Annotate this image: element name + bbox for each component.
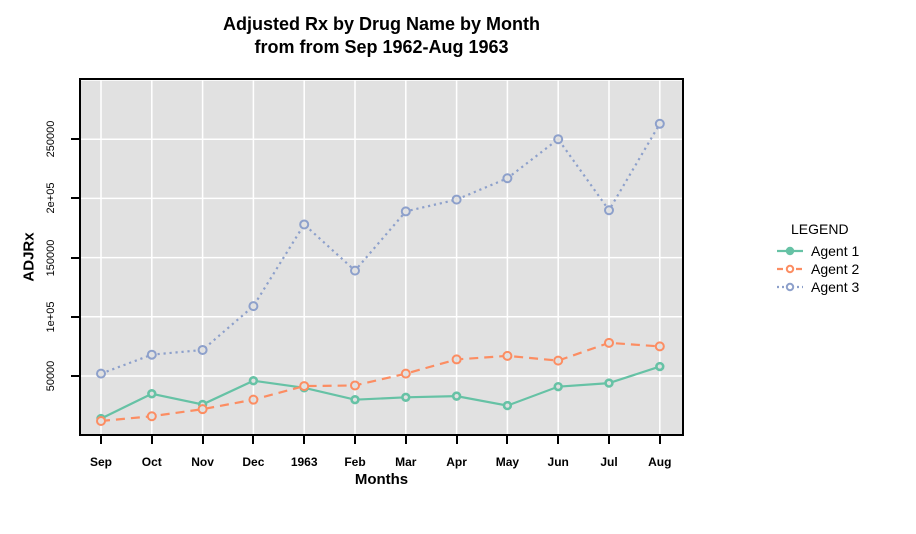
y-axis-tick [71, 197, 79, 200]
plot-panel [79, 78, 684, 436]
x-axis-tick [303, 436, 306, 444]
data-point-agent-2 [248, 394, 259, 405]
data-point-agent-1 [401, 392, 411, 403]
data-point-agent-1 [502, 400, 513, 411]
x-axis-tick [608, 436, 610, 444]
y-axis-tick [71, 375, 79, 377]
data-point-agent-3 [96, 368, 106, 379]
x-axis-tick-label: 1963 [290, 455, 318, 469]
x-axis-tick [506, 436, 509, 444]
x-axis-tick-label: Sep [89, 455, 113, 469]
data-point-agent-3 [604, 205, 614, 216]
y-axis-tick [71, 315, 79, 318]
x-axis-tick [150, 436, 153, 444]
x-axis-tick-label: Apr [446, 455, 467, 469]
data-point-agent-3 [400, 206, 411, 217]
legend-key-icon [777, 282, 803, 292]
data-point-agent-1 [147, 389, 157, 399]
y-axis-tick-label: 50000 [45, 360, 57, 392]
data-point-agent-3 [248, 301, 259, 312]
x-axis-tick [455, 436, 458, 444]
chart-title: Adjusted Rx by Drug Name by Month from f… [79, 13, 684, 59]
x-axis-tick [252, 436, 255, 444]
data-point-agent-2 [350, 380, 360, 391]
x-axis-tick-label: Mar [395, 455, 417, 469]
chart-title-line-1: Adjusted Rx by Drug Name by Month [222, 14, 541, 34]
data-point-agent-3 [299, 219, 310, 230]
data-point-agent-2 [604, 337, 614, 348]
x-axis-tick-label: Jul [600, 455, 618, 469]
data-point-agent-3 [654, 118, 665, 129]
y-axis-tick-label: 2e+05 [45, 182, 57, 214]
legend-item-agent-1: Agent 1 [777, 242, 859, 260]
data-point-agent-3 [146, 349, 157, 360]
data-point-agent-3 [197, 344, 208, 355]
data-point-agent-2 [146, 411, 157, 422]
x-axis-tick [404, 436, 407, 444]
x-axis-tick [100, 436, 102, 444]
x-axis-tick [658, 436, 661, 444]
data-point-agent-3 [451, 194, 462, 205]
x-axis-tick [201, 436, 204, 444]
y-axis-tick [71, 138, 79, 141]
data-point-agent-1 [350, 394, 360, 405]
x-axis-tick-label: Aug [648, 455, 672, 469]
x-axis-tick-label: Nov [191, 455, 214, 469]
data-point-agent-2 [502, 350, 513, 361]
y-axis-tick-label: 1e+05 [45, 301, 57, 333]
data-point-agent-2 [654, 341, 665, 352]
x-axis-title: Months [354, 471, 409, 488]
x-axis-tick [557, 436, 560, 444]
legend-item-agent-2: Agent 2 [777, 260, 859, 278]
x-axis-tick-label: Dec [242, 455, 265, 469]
legend-key-icon [777, 264, 803, 274]
data-point-agent-1 [248, 376, 259, 386]
x-axis-tick-label: Feb [344, 455, 366, 469]
data-point-agent-1 [655, 361, 665, 372]
data-point-agent-2 [299, 381, 310, 392]
x-axis-tick-label: Oct [141, 455, 162, 469]
data-point-agent-3 [502, 173, 513, 184]
legend-items: Agent 1 Agent 2 Agent 3 [777, 242, 859, 296]
chart-title-line-2: from from Sep 1962-Aug 1963 [254, 37, 509, 57]
data-point-agent-1 [451, 391, 462, 401]
x-axis-tick [354, 436, 356, 444]
x-axis-tick-label: May [495, 455, 520, 469]
data-point-agent-2 [197, 404, 208, 415]
y-axis-title: ADJRx [20, 232, 38, 282]
series-line-agent-3 [100, 123, 661, 375]
data-point-agent-2 [451, 354, 462, 365]
legend-item-label: Agent 1 [811, 243, 860, 259]
legend-key-icon [777, 246, 803, 256]
data-point-agent-3 [553, 134, 564, 145]
legend: LEGEND Agent 1 Agent 2 Agent 3 [777, 221, 859, 296]
data-point-agent-3 [350, 265, 360, 276]
legend-item-label: Agent 3 [811, 279, 860, 295]
y-axis-tick-label: 150000 [45, 239, 57, 276]
data-point-agent-2 [553, 355, 564, 366]
legend-title: LEGEND [791, 221, 849, 237]
data-point-agent-1 [604, 378, 614, 388]
data-point-agent-1 [553, 381, 563, 392]
legend-item-agent-3: Agent 3 [777, 278, 859, 296]
data-point-agent-2 [400, 368, 411, 379]
series-line-agent-2 [100, 341, 660, 423]
y-axis-tick-label: 250000 [45, 120, 57, 158]
plot-area-svg [79, 78, 684, 436]
legend-item-label: Agent 2 [811, 261, 860, 277]
x-axis-tick-label: Jun [547, 455, 569, 469]
y-axis-tick [71, 256, 79, 259]
series-line-agent-1 [100, 365, 661, 420]
data-point-agent-2 [96, 415, 106, 426]
